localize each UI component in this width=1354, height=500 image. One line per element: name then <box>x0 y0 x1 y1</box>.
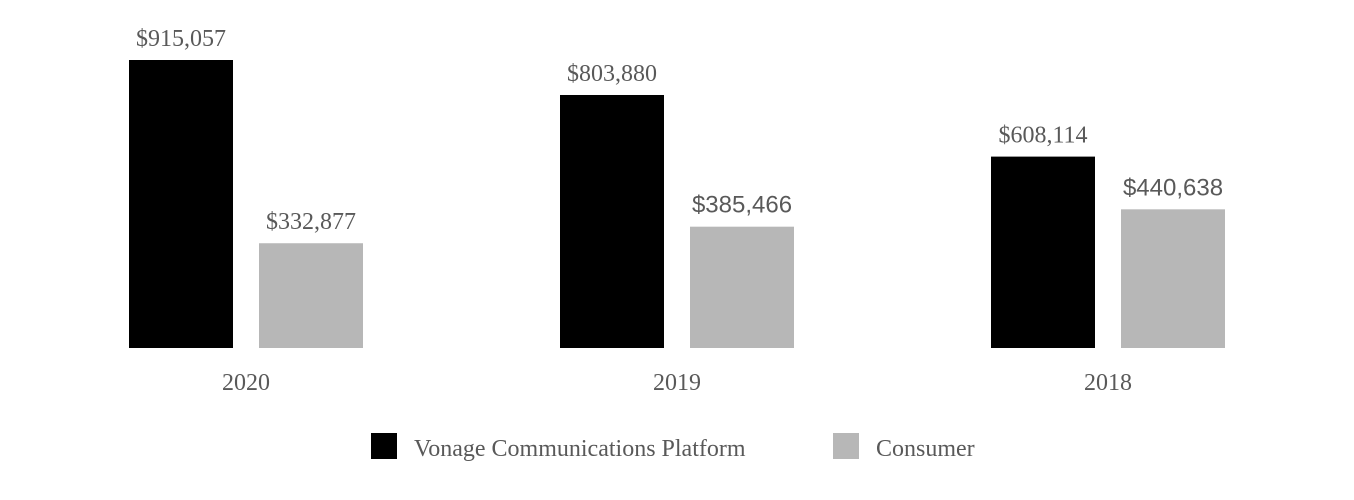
bar-2018-vcp <box>991 156 1095 348</box>
bar-2018-consumer <box>1121 209 1225 348</box>
bar-2019-vcp <box>560 94 664 348</box>
data-label: $332,877 <box>266 209 356 235</box>
category-labels-layer: 2020 2019 2018 <box>222 370 1132 396</box>
legend-swatch <box>833 433 859 459</box>
category-label: 2020 <box>222 370 270 396</box>
data-label: $440,638 <box>1123 174 1223 201</box>
data-label: $385,466 <box>692 192 792 219</box>
data-label: $608,114 <box>998 123 1087 149</box>
bar-2020-consumer <box>259 243 363 348</box>
legend-swatch <box>371 433 397 459</box>
data-label: $915,057 <box>136 26 226 52</box>
bars-layer <box>129 60 1225 348</box>
category-label: 2019 <box>653 370 701 396</box>
value-labels-layer: $915,057 $332,877 $803,880 $385,466 $608,114… <box>136 26 1223 235</box>
bar-2020-vcp <box>129 60 233 348</box>
legend-label: Consumer <box>876 436 975 462</box>
data-label: $803,880 <box>567 61 657 87</box>
category-label: 2018 <box>1084 370 1132 396</box>
bar-2019-consumer <box>690 226 794 348</box>
legend-label: Vonage Communications Platform <box>414 436 746 462</box>
legend: Vonage Communications Platform Consumer <box>371 433 975 462</box>
